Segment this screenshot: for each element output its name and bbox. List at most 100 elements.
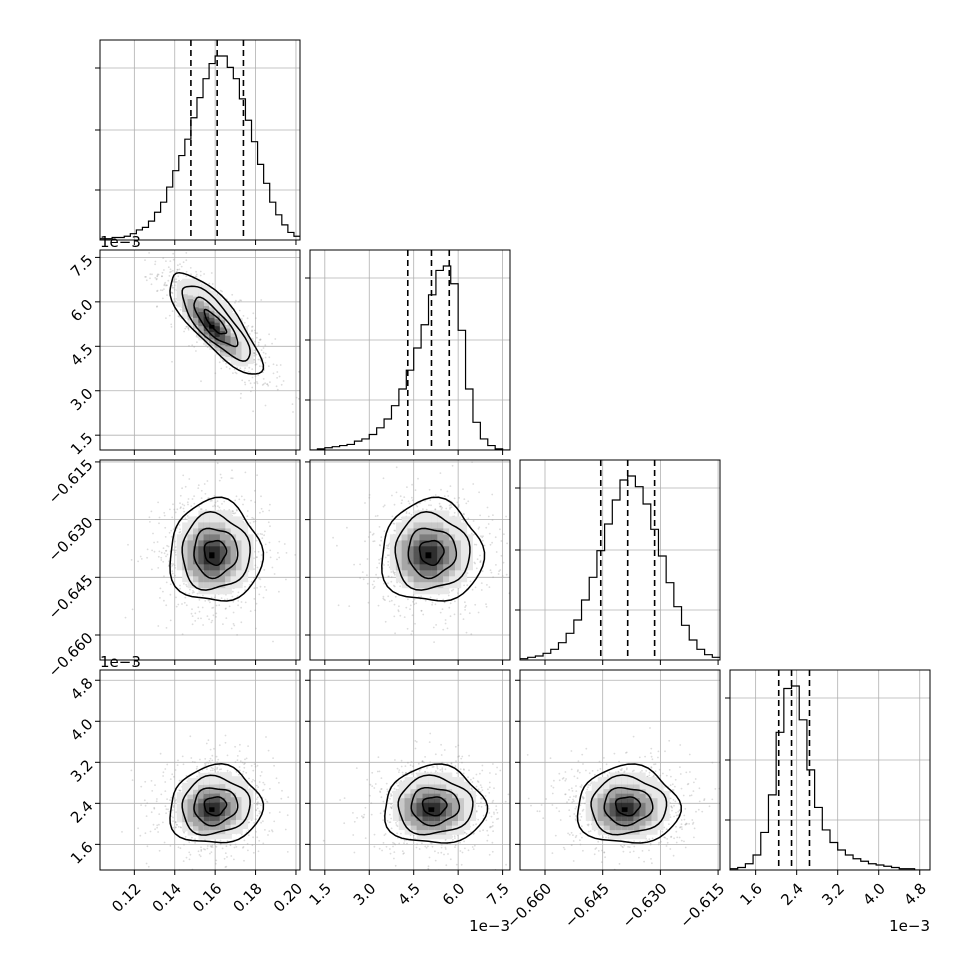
- scatter-point: [249, 522, 252, 524]
- scatter-point: [249, 610, 252, 612]
- scatter-point: [438, 502, 441, 505]
- scatter-point: [232, 590, 234, 593]
- scatter-point: [259, 585, 262, 588]
- scatter-point: [244, 601, 247, 604]
- scatter-point: [252, 520, 255, 523]
- scatter-point: [178, 268, 181, 271]
- scatter-point: [195, 270, 198, 273]
- scatter-point: [148, 252, 151, 254]
- panel-content: [100, 670, 300, 882]
- scatter-point: [259, 338, 262, 341]
- scatter-point: [154, 277, 157, 279]
- scatter-point: [399, 495, 402, 498]
- scatter-point: [245, 771, 248, 774]
- scatter-point: [169, 799, 171, 801]
- scatter-point: [198, 610, 201, 613]
- scatter-point: [447, 495, 450, 497]
- scatter-point: [156, 305, 159, 308]
- scatter-point: [443, 749, 446, 751]
- scatter-point: [479, 561, 482, 563]
- scatter-point: [400, 502, 403, 505]
- scatter-point: [162, 590, 164, 593]
- scatter-point: [188, 851, 191, 854]
- scatter-point: [407, 500, 410, 503]
- scatter-point: [185, 275, 188, 278]
- scatter-point: [221, 503, 223, 505]
- scatter-point: [428, 504, 430, 507]
- scatter-point: [242, 846, 245, 848]
- scatter-point: [239, 743, 241, 746]
- scatter-point: [170, 323, 173, 326]
- scatter-point: [257, 550, 260, 553]
- scatter-point: [393, 573, 396, 576]
- scatter-point: [259, 578, 262, 581]
- scatter-point: [241, 379, 244, 382]
- scatter-point: [154, 784, 156, 786]
- scatter-point: [171, 809, 174, 812]
- scatter-point: [499, 569, 502, 571]
- scatter-point: [499, 528, 501, 531]
- scatter-point: [259, 533, 262, 535]
- scatter-point: [143, 241, 145, 243]
- scatter-point: [253, 349, 256, 352]
- scatter-point: [140, 785, 143, 788]
- scatter-point: [146, 802, 149, 804]
- scatter-point: [254, 332, 257, 335]
- scatter-point: [462, 512, 465, 515]
- scatter-point: [477, 611, 480, 614]
- scatter-point: [394, 632, 396, 635]
- scatter-point: [487, 788, 489, 791]
- scatter-point: [214, 862, 217, 865]
- scatter-point: [214, 596, 216, 599]
- scatter-point: [259, 811, 262, 813]
- scatter-point: [400, 765, 403, 768]
- scatter-point: [380, 788, 383, 790]
- scatter-point: [255, 627, 257, 630]
- scatter-point: [207, 739, 210, 742]
- scatter-point: [236, 595, 239, 598]
- scatter-point: [453, 511, 456, 514]
- scatter-point: [179, 789, 181, 792]
- scatter-point: [199, 508, 202, 510]
- scatter-point: [373, 585, 376, 588]
- scatter-point: [165, 284, 168, 287]
- scatter-point: [264, 404, 267, 407]
- scatter-point: [170, 326, 173, 328]
- scatter-point: [166, 798, 169, 800]
- scatter-point: [238, 750, 241, 752]
- scatter-point: [238, 309, 241, 312]
- scatter-point: [294, 554, 297, 556]
- scatter-point: [262, 510, 264, 513]
- scatter-point: [304, 538, 306, 540]
- scatter-point: [259, 365, 261, 368]
- scatter-point: [262, 383, 265, 386]
- scatter-point: [434, 508, 437, 511]
- scatter-point: [447, 853, 449, 855]
- scatter-point: [221, 359, 224, 362]
- scatter-point: [382, 800, 385, 803]
- scatter-point: [464, 606, 466, 608]
- panel-3-0: [99, 669, 301, 882]
- scatter-point: [161, 275, 163, 278]
- panel-content: [730, 670, 930, 870]
- scatter-point: [157, 555, 160, 558]
- scatter-point: [170, 291, 173, 294]
- scatter-point: [241, 761, 244, 764]
- scatter-point: [165, 627, 168, 629]
- scatter-point: [453, 613, 456, 616]
- scatter-point: [275, 364, 278, 367]
- scatter-point: [151, 273, 153, 276]
- scatter-point: [256, 807, 259, 810]
- scatter-point: [145, 862, 148, 865]
- scatter-point: [392, 570, 395, 573]
- scatter-point: [393, 603, 396, 606]
- scatter-point: [147, 242, 149, 244]
- scatter-point: [172, 563, 175, 566]
- scatter-point: [405, 512, 408, 514]
- scatter-point: [150, 283, 153, 286]
- scatter-point: [505, 515, 507, 518]
- scatter-point: [193, 495, 196, 497]
- scatter-point: [204, 880, 206, 882]
- scatter-point: [382, 505, 385, 508]
- scatter-point: [152, 532, 154, 535]
